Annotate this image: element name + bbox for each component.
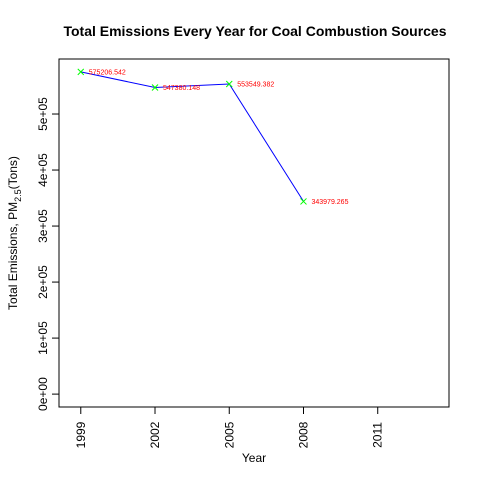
series-line <box>80 71 304 202</box>
x-tick-label: 2008 <box>296 421 310 448</box>
data-labels: 575206.542 547380.148 553549.382 343979.265 <box>89 69 349 206</box>
y-tick-label: 1e+05 <box>36 321 50 355</box>
y-tick-label: 0e+00 <box>36 377 50 411</box>
x-tick-label: 2002 <box>148 421 162 448</box>
data-point-marker <box>300 198 307 205</box>
y-axis-label-unit: (Tons) <box>6 156 20 189</box>
data-point-marker <box>151 84 159 91</box>
series-emissions <box>77 68 307 205</box>
x-tick-label: 1999 <box>74 421 88 448</box>
x-axis: 1999 2002 2005 2008 2011 <box>74 406 385 448</box>
y-axis-label-main: Total Emissions, PM <box>6 202 20 310</box>
data-label: 547380.148 <box>163 85 200 92</box>
y-axis: 0e+00 1e+05 2e+05 3e+05 4e+05 5e+05 <box>36 97 60 411</box>
y-tick-label: 2e+05 <box>36 265 50 299</box>
x-tick-label: 2005 <box>222 421 236 448</box>
chart-title: Total Emissions Every Year for Coal Comb… <box>63 23 446 39</box>
data-label: 553549.382 <box>237 82 274 89</box>
data-label: 575206.542 <box>89 69 126 76</box>
y-tick-label: 5e+05 <box>36 97 50 131</box>
x-tick-label: 2011 <box>371 422 385 448</box>
data-point-marker <box>77 68 85 76</box>
y-tick-label: 3e+05 <box>36 209 50 243</box>
plot-frame <box>58 58 450 408</box>
data-label: 343979.265 <box>311 199 348 206</box>
y-axis-label: Total Emissions, PM2.5(Tons) <box>6 156 23 310</box>
x-axis-label: Year <box>242 451 266 465</box>
y-axis-label-subscript: 2.5 <box>13 189 23 202</box>
y-tick-label: 4e+05 <box>36 153 50 187</box>
data-point-marker <box>225 80 233 88</box>
